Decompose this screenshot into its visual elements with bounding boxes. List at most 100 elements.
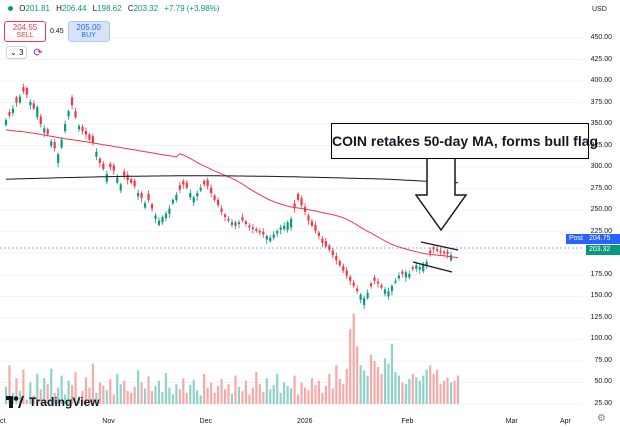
price-tick: 150.00 [590, 292, 612, 300]
volume-bar [53, 392, 56, 404]
volume-bar [244, 380, 248, 404]
candle-body [150, 204, 154, 209]
price-tick: 25.00 [594, 400, 612, 407]
volume-bar [147, 376, 150, 404]
candle-body [352, 282, 355, 287]
volume-bar [15, 378, 18, 404]
candle-body [168, 208, 171, 214]
time-tick: Mar [505, 418, 518, 425]
candle-body [300, 198, 303, 206]
volume-bar [133, 386, 136, 404]
candle-body [411, 267, 414, 269]
candle-body [189, 193, 192, 198]
candle-body [397, 275, 400, 279]
candle-body [310, 221, 314, 226]
volume-bar [50, 368, 53, 404]
candle-body [387, 291, 390, 297]
volume-bar [442, 380, 446, 404]
candle-body [244, 221, 248, 225]
volume-bar [310, 378, 314, 404]
buy-label: BUY [81, 31, 96, 39]
candle-body [32, 103, 35, 109]
price-tick: 425.00 [590, 55, 612, 63]
volume-bar [25, 399, 28, 404]
candle-body [29, 101, 32, 106]
close-label: C [127, 4, 134, 13]
price-tick: 225.00 [590, 227, 612, 235]
candle-body [439, 250, 442, 253]
volume-bar [269, 389, 272, 404]
volume-bar [206, 387, 209, 404]
candle-body [143, 203, 147, 208]
volume-bar [317, 380, 321, 404]
volume-bar [178, 389, 181, 404]
volume-bar [383, 358, 387, 404]
candle-body [11, 108, 15, 113]
volume-bar [272, 385, 275, 404]
volume-bar [223, 389, 227, 404]
candle-body [60, 139, 63, 148]
sell-button[interactable]: 204.55 SELL [4, 21, 46, 42]
volume-bar [369, 354, 373, 404]
candle-body [359, 294, 362, 300]
candle-body [210, 187, 213, 194]
tradingview-logo: TradingView [6, 395, 99, 409]
volume-bar [335, 365, 338, 404]
volume-bar [241, 391, 244, 404]
candle-body [366, 292, 369, 299]
candle-body [157, 220, 161, 225]
volume-bar [449, 382, 453, 404]
price-axis[interactable]: 450.00 425.00 400.00 375.00 350.00 325.00 300.… [584, 0, 620, 427]
candle-body [373, 277, 376, 281]
candle-body [401, 271, 404, 274]
candle-body [429, 250, 432, 254]
indicator-toggle[interactable]: ⌄ 3 [6, 46, 28, 59]
volume-bar [439, 384, 442, 404]
volume-bar [356, 346, 359, 404]
candle-body [345, 270, 348, 276]
currency-label[interactable]: USD [592, 6, 607, 13]
candle-body [442, 251, 446, 254]
candle-body [22, 87, 25, 92]
buy-button[interactable]: 205.00 BUY [67, 21, 110, 42]
volume-bar [248, 394, 251, 404]
volume-bar [64, 394, 67, 404]
settings-icon[interactable]: ⚙ [597, 413, 606, 424]
candle-body [123, 171, 126, 176]
candle-body [321, 238, 324, 243]
candle-body [276, 230, 279, 234]
volume-bar [411, 373, 414, 404]
volume-bar [296, 394, 300, 404]
compare-symbol-icon[interactable]: ⟳ [33, 47, 43, 59]
volume-bar [328, 373, 331, 404]
candle-body [307, 215, 310, 221]
volume-bar [303, 387, 307, 404]
volume-bar [366, 375, 369, 404]
volume-bar [394, 372, 397, 404]
volume-bar [36, 373, 39, 404]
candle-body [70, 97, 74, 106]
volume-bar [116, 373, 119, 404]
volume-bar [349, 329, 352, 404]
volume-bar [164, 372, 168, 404]
candle-body [175, 194, 178, 200]
candle-body [251, 227, 254, 230]
sell-label: SELL [16, 31, 34, 39]
volume-bar [154, 385, 157, 404]
candle-body [425, 261, 428, 267]
post-price-tag: 204.75 [586, 234, 620, 244]
volume-bar [150, 391, 154, 404]
candle-body [338, 261, 341, 266]
volume-bar [230, 393, 234, 404]
flag-upper-line [420, 241, 459, 251]
volume-bar [74, 372, 77, 404]
time-tick: Feb [401, 418, 414, 425]
volume-bar [46, 384, 49, 404]
candle-body [290, 218, 293, 228]
down-arrow [414, 157, 468, 232]
candle-body [293, 203, 296, 209]
volume-bar [77, 396, 81, 404]
high-value: 206.44 [61, 4, 87, 13]
volume-bar [213, 392, 216, 404]
